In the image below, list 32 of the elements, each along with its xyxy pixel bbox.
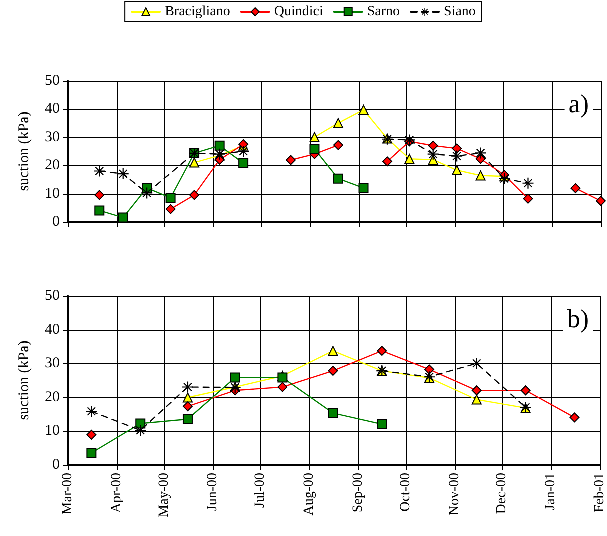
x-tick-label: Jul-00	[253, 473, 268, 508]
y-tick-label: 40	[45, 322, 60, 338]
legend-label: Quindici	[274, 4, 324, 20]
y-axis-title: suction (kPa)	[16, 340, 32, 420]
y-tick-label: 50	[45, 288, 60, 304]
y-tick-label: 40	[45, 101, 60, 118]
x-tick-label: Apr-00	[109, 473, 124, 514]
y-tick-label: 50	[45, 73, 60, 89]
x-tick-label: Aug-00	[302, 473, 318, 516]
x-tick-label: Dec-00	[494, 473, 510, 514]
x-tick-label: Nov-00	[447, 473, 462, 516]
x-tick-label: Feb-01	[592, 473, 607, 513]
y-tick-label: 0	[52, 457, 60, 473]
y-tick-label: 10	[45, 186, 60, 202]
x-tick-label: Jan-01	[544, 473, 559, 510]
legend-label: Sarno	[367, 4, 400, 20]
x-tick-label: May-00	[156, 473, 172, 518]
x-tick-label: Oct-00	[398, 473, 414, 512]
annotation: a)	[568, 90, 590, 118]
y-tick-label: 30	[45, 129, 60, 146]
y-axis-title: suction (kPa)	[16, 112, 32, 192]
legend-label: Bracigliano	[165, 4, 230, 20]
y-tick-label: 30	[45, 356, 60, 372]
y-tick-label: 10	[45, 423, 60, 440]
x-tick-label: Jun-00	[206, 473, 221, 512]
y-tick-label: 20	[45, 158, 60, 174]
y-tick-label: 0	[52, 214, 60, 230]
x-tick-label: Sep-00	[350, 473, 366, 513]
x-tick-label: Mar-00	[60, 473, 76, 515]
legend-label: Siano	[444, 4, 476, 20]
y-tick-label: 20	[45, 389, 60, 406]
annotation: b)	[567, 304, 590, 334]
